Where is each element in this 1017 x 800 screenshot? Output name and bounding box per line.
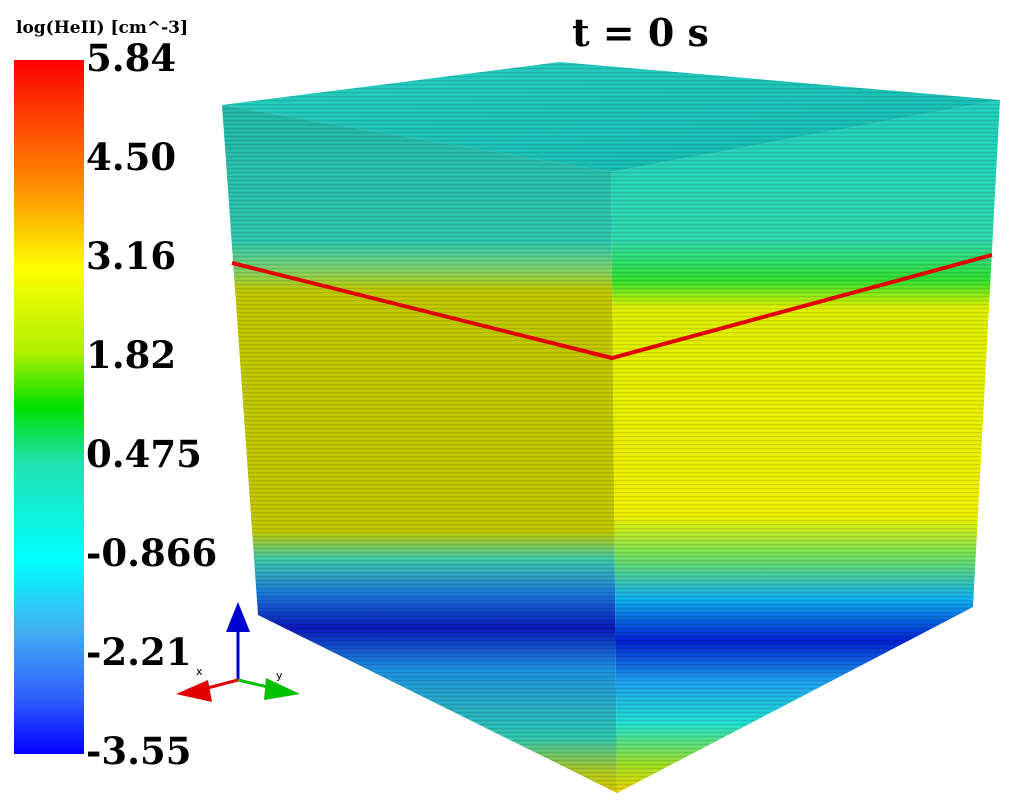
x-axis-arrow-icon bbox=[176, 680, 212, 702]
colorbar-tick: -3.55 bbox=[86, 729, 192, 773]
colorbar-tick: 4.50 bbox=[86, 135, 177, 179]
cube-right-face-texture bbox=[611, 100, 1000, 793]
time-label: t = 0 s bbox=[572, 10, 709, 55]
colorbar-tick: -0.866 bbox=[86, 531, 218, 575]
axis-triad: x y bbox=[176, 602, 300, 702]
cube-top-face-texture bbox=[222, 62, 1000, 172]
colorbar-tick: -2.21 bbox=[86, 630, 192, 674]
colorbar-tick: 1.82 bbox=[86, 333, 177, 377]
colorbar-tick: 0.475 bbox=[86, 432, 202, 476]
colorbar-title: log(HeII) [cm^-3] bbox=[16, 18, 189, 38]
colorbar-tick: 5.84 bbox=[86, 36, 177, 80]
z-axis-arrow-icon bbox=[226, 602, 250, 632]
y-axis-arrow-icon bbox=[264, 678, 300, 700]
x-axis-label: x bbox=[196, 665, 203, 678]
colorbar bbox=[14, 60, 84, 754]
cube-left-face-texture bbox=[222, 105, 617, 793]
y-axis-label: y bbox=[276, 669, 283, 682]
red-contour-line bbox=[231, 253, 993, 361]
colorbar-tick: 3.16 bbox=[86, 234, 177, 278]
